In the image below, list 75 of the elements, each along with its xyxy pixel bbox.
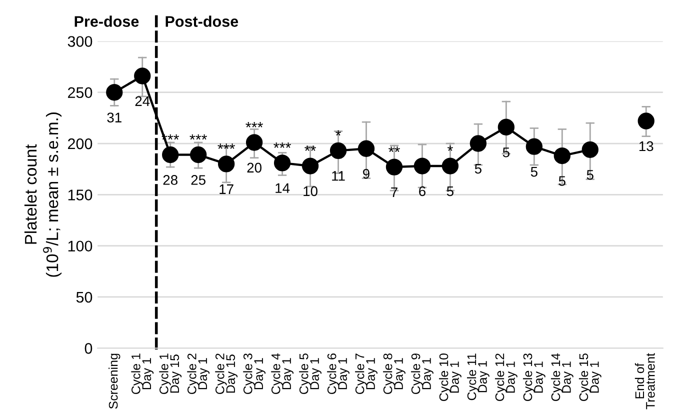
x-tick-label: Cycle 9 Day 1 <box>411 354 434 394</box>
x-tick-label: End of Treatment <box>634 353 655 410</box>
point <box>302 158 319 174</box>
x-tick-label: Cycle 7 Day 1 <box>355 354 378 394</box>
x-tick-label: Cycle 2 Day 15 <box>215 354 238 394</box>
annotation: *** <box>190 134 208 140</box>
x-tick-label: Cycle 6 Day 1 <box>327 354 350 394</box>
annotation: 6 <box>419 186 426 196</box>
x-tick-label: Cycle 1 Day 1 <box>131 354 154 394</box>
point <box>554 147 570 164</box>
annotation: 25 <box>191 175 206 185</box>
annotation: 5 <box>586 170 594 180</box>
point <box>134 68 151 84</box>
annotation: 20 <box>247 162 262 173</box>
annotation: * <box>447 146 453 151</box>
annotation: 24 <box>135 96 150 106</box>
text: Post-dose <box>166 16 238 27</box>
point <box>190 146 207 164</box>
x-tick-label: Cycle 4 Day 1 <box>271 353 294 394</box>
y-tick-label: 0 <box>84 343 92 354</box>
annotation: *** <box>246 122 263 128</box>
point <box>358 140 375 157</box>
y-tick-label: 150 <box>68 190 92 200</box>
annotation: 5 <box>558 176 566 186</box>
x-tick-label: Cycle 12 Day 1 <box>494 354 518 401</box>
point <box>442 158 459 174</box>
y-axis-title: Platelet count (10$^{9}$/L; mean ± s.e.m.) <box>24 112 62 277</box>
annotation: ** <box>304 146 316 151</box>
y-tick-label: 100 <box>68 240 92 252</box>
point <box>386 158 403 176</box>
x-tick-label: Cycle 8 Day 1 <box>383 354 406 394</box>
point <box>414 158 431 174</box>
x-tick-label: Cycle 10 Day 1 <box>439 353 462 401</box>
point <box>470 135 487 152</box>
x-tick-label: Cycle 13 Day 1 <box>522 354 546 401</box>
annotation: *** <box>218 144 235 149</box>
annotation: 5 <box>502 148 510 158</box>
annotation: 5 <box>530 167 538 177</box>
x-tick-label: Cycle 3 Day 1 <box>243 354 266 394</box>
annotation: ** <box>388 146 400 152</box>
x-tick-label: Cycle 5 Day 1 <box>299 354 322 394</box>
x-tick-label: Cycle 14 Day 1 <box>550 353 574 401</box>
x-tick-label: Screening <box>108 354 120 409</box>
text: Pre-dose <box>74 16 139 27</box>
point <box>162 146 179 164</box>
annotation: 9 <box>363 168 370 179</box>
y-tick-label: 50 <box>76 292 92 303</box>
annotation: 11 <box>332 171 345 181</box>
annotation: * <box>336 130 341 136</box>
annotation: 5 <box>474 164 482 174</box>
point <box>498 118 515 136</box>
point <box>218 156 235 172</box>
point <box>246 134 263 151</box>
point <box>526 138 543 155</box>
annotation: 28 <box>163 175 178 185</box>
y-tick-label: 250 <box>68 87 92 98</box>
x-tick-label: Cycle 1 Day 15 <box>159 354 182 394</box>
annotation: 17 <box>220 184 234 194</box>
x-tick-label: Cycle 15 Day 1 <box>578 354 602 401</box>
point <box>582 141 598 158</box>
y-tick-label: 300 <box>68 36 92 47</box>
annotation: 13 <box>639 141 654 152</box>
annotation: 31 <box>107 112 122 122</box>
y-tick-label: 200 <box>68 138 92 150</box>
annotation: *** <box>274 142 291 148</box>
point <box>638 112 654 130</box>
point <box>106 84 123 101</box>
annotation: 5 <box>446 186 454 196</box>
annotation: 14 <box>276 183 290 193</box>
annotation: 7 <box>391 187 398 198</box>
x-tick-label: Cycle 2 Day 1 <box>187 354 210 394</box>
annotation: 10 <box>304 186 318 196</box>
point <box>330 142 347 160</box>
x-tick-label: Cycle 11 Day 1 <box>466 354 490 400</box>
point <box>274 154 291 172</box>
